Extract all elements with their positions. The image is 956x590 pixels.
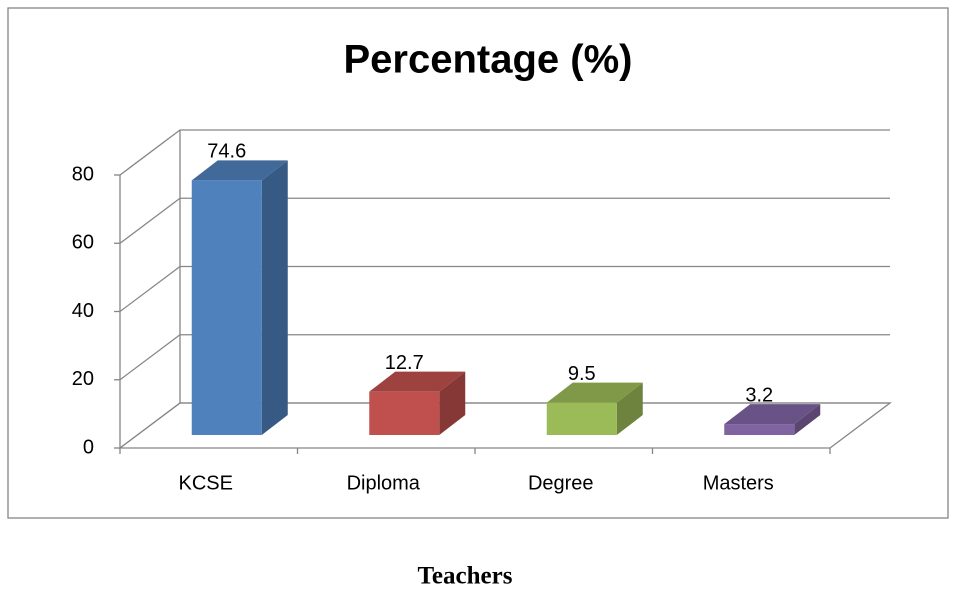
bar-side	[616, 382, 643, 435]
chart-frame	[7, 7, 949, 519]
x-tick-label: Diploma	[347, 472, 421, 494]
bar-top	[724, 404, 821, 425]
y-tick-label: 80	[72, 163, 94, 185]
bar-side	[439, 371, 466, 435]
grid-line	[119, 197, 890, 244]
value-label: 3.2	[745, 384, 773, 406]
y-tick-label: 20	[72, 368, 94, 390]
x-tick-label: KCSE	[179, 472, 233, 494]
bar	[724, 424, 795, 435]
grid-line	[119, 334, 890, 381]
chart-title: Percentage (%)	[344, 38, 633, 82]
value-label: 12.7	[385, 352, 424, 374]
grid-line	[119, 129, 890, 176]
bar-top	[191, 160, 288, 181]
x-tick-label: Degree	[528, 472, 594, 494]
grid-line	[119, 402, 890, 449]
bar-side	[794, 404, 821, 435]
bar-side	[261, 160, 288, 436]
value-label: 9.5	[568, 363, 596, 385]
y-tick-label: 0	[83, 436, 94, 458]
value-label: 74.6	[207, 141, 246, 163]
x-tick-label: Masters	[703, 472, 774, 494]
y-tick-label: 60	[72, 232, 94, 254]
bar	[369, 391, 440, 435]
bar-top	[369, 371, 466, 392]
y-tick-label: 40	[72, 300, 94, 322]
bar	[191, 180, 262, 435]
bar-top	[546, 382, 643, 403]
x-axis-title: Teachers	[418, 563, 513, 590]
bar	[546, 402, 617, 435]
grid-line	[119, 265, 890, 313]
